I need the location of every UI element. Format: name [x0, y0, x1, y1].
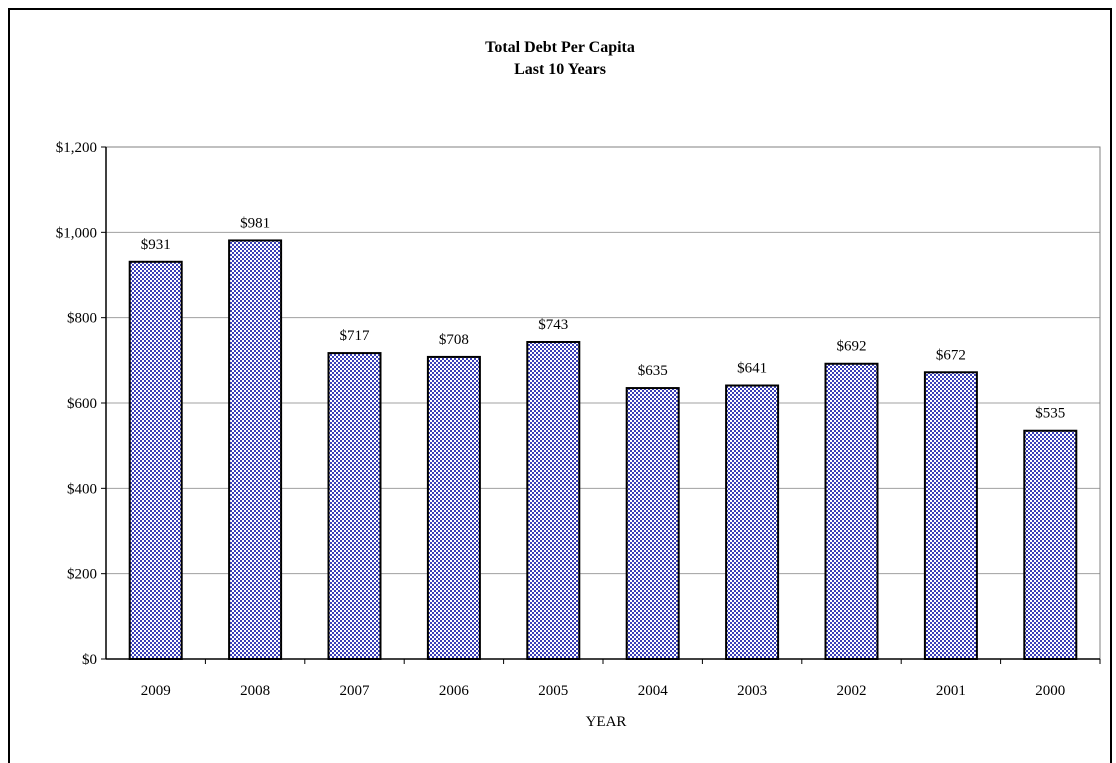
bar — [327, 352, 382, 660]
bar — [923, 371, 978, 660]
x-tick-label: 2003 — [737, 683, 767, 699]
data-label: $981 — [240, 215, 270, 231]
data-label: $743 — [538, 317, 568, 333]
data-label: $635 — [638, 363, 668, 379]
y-tick-label: $800 — [67, 311, 97, 327]
data-label: $708 — [439, 332, 469, 348]
chart-subtitle: Last 10 Years — [514, 61, 606, 78]
y-tick-label: $600 — [67, 396, 97, 412]
data-labels: $931 $981 $717 $708 $743 $635 $641 $692 $672 $535 — [141, 215, 1066, 421]
x-axis-label: YEAR — [586, 714, 627, 730]
bar — [824, 362, 879, 660]
y-tick-label: $400 — [67, 481, 97, 497]
data-label: $931 — [141, 237, 171, 253]
y-tick-label: $200 — [67, 567, 97, 583]
x-tick-label: 2008 — [240, 683, 270, 699]
x-tick-label: 2001 — [936, 683, 966, 699]
x-tick-labels: 2009 2008 2007 2006 2005 2004 2003 2002 2001 2000 — [141, 683, 1066, 699]
data-label: $641 — [737, 361, 767, 377]
x-tick-label: 2006 — [439, 683, 470, 699]
data-label: $717 — [340, 328, 371, 344]
data-label: $692 — [837, 339, 867, 355]
bars — [128, 239, 1078, 660]
x-tick-label: 2000 — [1035, 683, 1065, 699]
x-tick-label: 2009 — [141, 683, 171, 699]
y-tick-labels: $0 $200 $400 $600 $800 $1,000 $1,200 — [56, 140, 97, 668]
y-tick-label: $0 — [82, 652, 97, 668]
chart-frame — [8, 8, 1112, 763]
x-tick-label: 2005 — [538, 683, 568, 699]
bar — [426, 355, 481, 660]
bar — [526, 340, 581, 660]
bar — [228, 239, 283, 660]
x-tick-label: 2004 — [638, 683, 669, 699]
bar — [1023, 429, 1078, 660]
y-tick-label: $1,200 — [56, 140, 97, 156]
data-label: $672 — [936, 347, 966, 363]
data-label: $535 — [1035, 406, 1065, 422]
y-tick-label: $1,000 — [56, 225, 97, 241]
x-tick-label: 2007 — [340, 683, 371, 699]
chart-title: Total Debt Per Capita — [485, 39, 635, 56]
x-tick-label: 2002 — [837, 683, 867, 699]
bar — [128, 260, 183, 660]
bar — [725, 384, 780, 660]
bar — [625, 387, 680, 660]
